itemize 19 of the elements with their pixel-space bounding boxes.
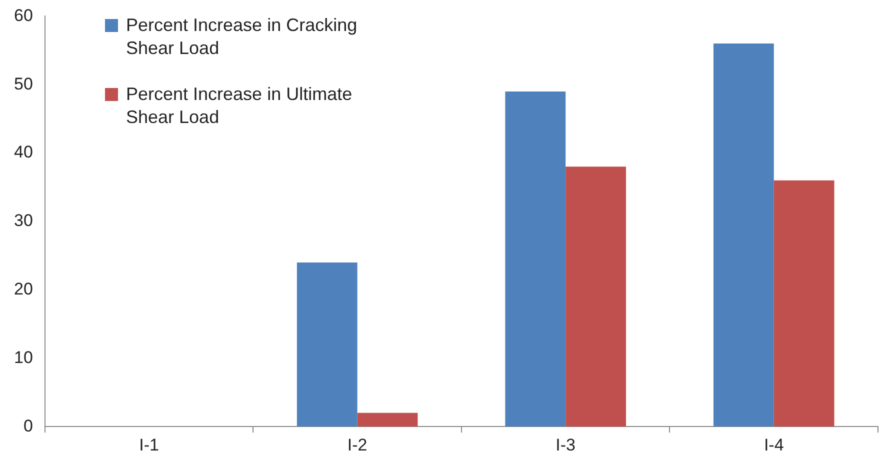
bar <box>774 180 834 427</box>
legend-label: Percent Increase in Cracking Shear Load <box>126 14 358 60</box>
y-tick-label: 50 <box>14 74 33 94</box>
x-tick-label: I-2 <box>347 435 368 454</box>
y-tick-label: 60 <box>14 6 33 25</box>
bar <box>505 91 566 427</box>
y-tick-label: 30 <box>14 211 33 230</box>
x-tick-label: I-3 <box>556 435 576 454</box>
x-tick-label: I-4 <box>764 435 784 454</box>
bar <box>713 44 774 427</box>
bar <box>357 412 418 427</box>
y-tick-label: 10 <box>14 348 33 367</box>
y-tick-label: 40 <box>14 142 33 162</box>
bar <box>296 262 358 427</box>
legend-label: Percent Increase in Ultimate Shear Load <box>126 83 354 129</box>
y-tick-label: 0 <box>23 416 33 436</box>
bar <box>566 166 626 427</box>
x-tick-label: I-1 <box>139 435 159 454</box>
y-tick-label: 20 <box>14 279 33 298</box>
